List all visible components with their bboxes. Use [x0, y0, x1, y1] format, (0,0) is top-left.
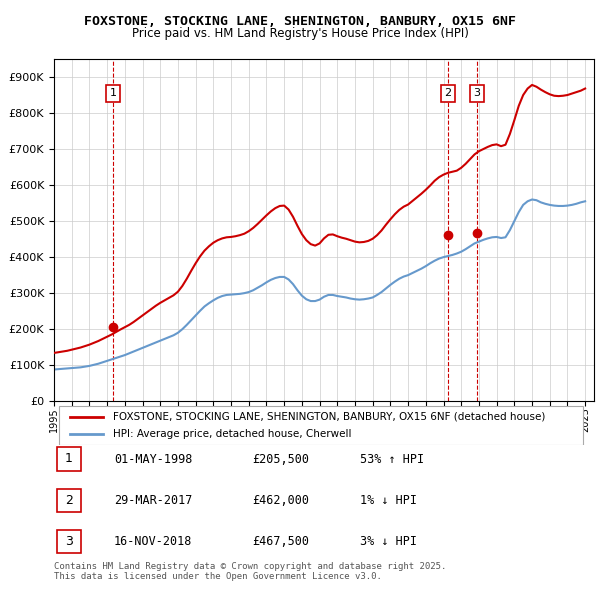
- FancyBboxPatch shape: [57, 530, 81, 553]
- Text: 29-MAR-2017: 29-MAR-2017: [114, 494, 193, 507]
- Text: Price paid vs. HM Land Registry's House Price Index (HPI): Price paid vs. HM Land Registry's House …: [131, 27, 469, 40]
- Text: 1: 1: [65, 452, 73, 466]
- FancyBboxPatch shape: [57, 489, 81, 512]
- Text: £467,500: £467,500: [252, 535, 309, 548]
- FancyBboxPatch shape: [57, 447, 81, 471]
- Text: 3: 3: [473, 88, 480, 98]
- Text: £462,000: £462,000: [252, 494, 309, 507]
- Text: 2: 2: [445, 88, 451, 98]
- Text: 2: 2: [65, 493, 73, 507]
- Text: £205,500: £205,500: [252, 453, 309, 466]
- Text: HPI: Average price, detached house, Cherwell: HPI: Average price, detached house, Cher…: [113, 429, 352, 439]
- Text: 1: 1: [109, 88, 116, 98]
- Text: 53% ↑ HPI: 53% ↑ HPI: [360, 453, 424, 466]
- Text: Contains HM Land Registry data © Crown copyright and database right 2025.
This d: Contains HM Land Registry data © Crown c…: [54, 562, 446, 581]
- FancyBboxPatch shape: [59, 406, 583, 445]
- Text: 3: 3: [65, 535, 73, 548]
- Text: 16-NOV-2018: 16-NOV-2018: [114, 535, 193, 548]
- Text: 3% ↓ HPI: 3% ↓ HPI: [360, 535, 417, 548]
- Text: 1% ↓ HPI: 1% ↓ HPI: [360, 494, 417, 507]
- Text: FOXSTONE, STOCKING LANE, SHENINGTON, BANBURY, OX15 6NF: FOXSTONE, STOCKING LANE, SHENINGTON, BAN…: [84, 15, 516, 28]
- Text: FOXSTONE, STOCKING LANE, SHENINGTON, BANBURY, OX15 6NF (detached house): FOXSTONE, STOCKING LANE, SHENINGTON, BAN…: [113, 412, 546, 422]
- Text: 01-MAY-1998: 01-MAY-1998: [114, 453, 193, 466]
